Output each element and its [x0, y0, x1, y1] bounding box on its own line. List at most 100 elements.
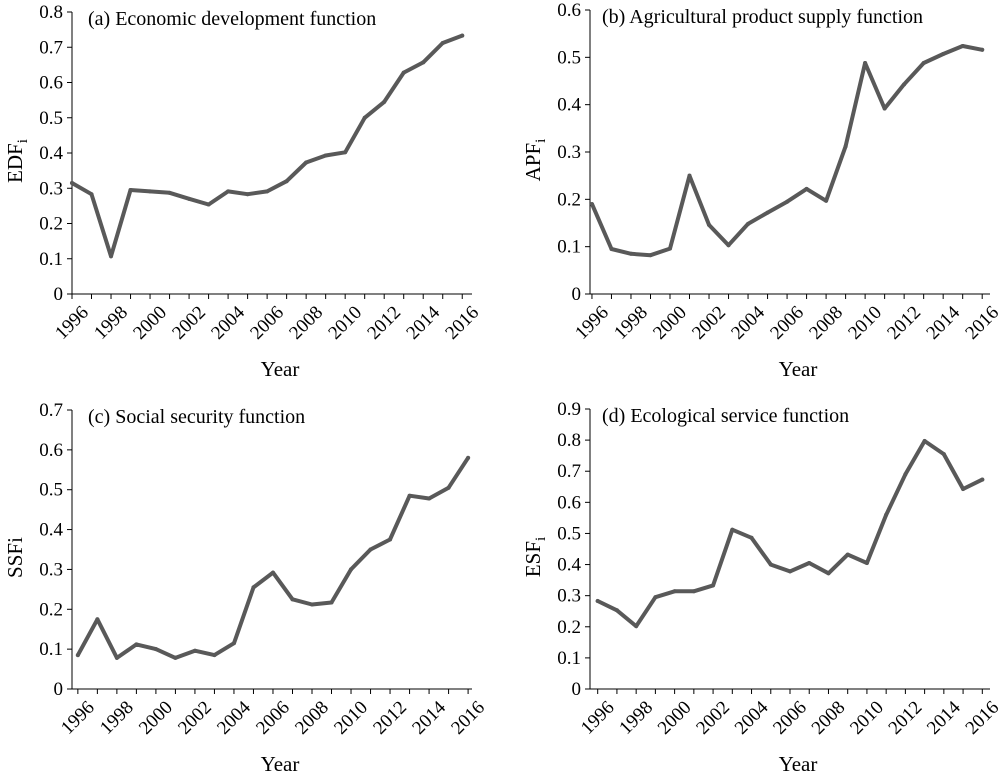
- data-point: [70, 180, 74, 185]
- y-tick-label: 0.1: [39, 639, 63, 660]
- data-point: [807, 561, 812, 565]
- x-tick-label: 2006: [766, 302, 808, 344]
- x-axis-label: Year: [261, 357, 300, 381]
- data-point: [212, 653, 217, 658]
- x-tick-label: 2012: [363, 302, 405, 344]
- x-tick-label: 2010: [324, 302, 366, 344]
- data-point: [941, 452, 946, 457]
- data-point: [941, 52, 946, 57]
- y-axis-label-subscript: i: [533, 139, 549, 143]
- y-axis-label-subscript: i: [533, 537, 549, 541]
- chart-panel-b: 00.10.20.30.40.50.6199619982000200220042…: [521, 0, 1000, 381]
- y-tick-label: 0.2: [557, 189, 581, 210]
- x-tick-label: 2006: [246, 302, 288, 344]
- data-point: [460, 33, 465, 38]
- x-tick-label: 2008: [285, 302, 327, 344]
- x-tick-label: 2016: [447, 697, 489, 739]
- y-tick-label: 0.1: [39, 249, 63, 270]
- y-axis-label-main: EDF: [3, 143, 27, 183]
- y-tick-label: 0.6: [39, 73, 63, 94]
- data-point: [648, 253, 653, 258]
- y-axis-label: ESFi: [521, 537, 549, 577]
- y-tick-label: 0.3: [557, 142, 581, 163]
- x-tick-label: 2008: [808, 697, 850, 739]
- chart-title: (c) Social security function: [88, 406, 305, 428]
- data-point: [668, 246, 672, 251]
- y-tick-label: 0.3: [557, 586, 581, 607]
- series-line: [590, 44, 985, 258]
- data-point: [711, 583, 716, 588]
- chart-title: (a) Economic development function: [88, 8, 376, 30]
- y-tick-label: 0.2: [39, 214, 63, 235]
- x-tick-label: 1998: [615, 697, 657, 739]
- y-tick-label: 0.4: [39, 520, 63, 541]
- data-point: [187, 196, 192, 201]
- x-tick-label: 1998: [90, 302, 132, 344]
- x-tick-label: 2012: [885, 697, 927, 739]
- data-point: [421, 60, 426, 65]
- data-point: [921, 61, 926, 66]
- x-tick-label: 2002: [168, 302, 210, 344]
- data-point: [206, 202, 211, 207]
- data-point: [466, 455, 471, 460]
- data-point: [114, 655, 119, 660]
- data-point: [231, 641, 236, 646]
- data-point: [153, 647, 158, 652]
- x-tick-label: 2016: [962, 697, 1000, 739]
- y-axis-label: APFi: [521, 139, 549, 182]
- data-point: [595, 598, 600, 603]
- x-tick-label: 2004: [727, 302, 769, 344]
- x-tick-label: 2016: [961, 302, 1000, 344]
- data-point: [251, 585, 256, 590]
- y-tick-label: 0: [572, 679, 582, 700]
- data-point: [89, 192, 94, 197]
- x-tick-label: 2000: [135, 697, 177, 739]
- x-tick-label: 2004: [213, 697, 255, 739]
- data-point: [864, 561, 869, 565]
- x-tick-label: 2000: [649, 302, 691, 344]
- x-tick-label: 2012: [883, 302, 925, 344]
- y-tick-label: 0: [54, 284, 64, 305]
- series-line: [75, 455, 471, 660]
- x-tick-label: 2014: [922, 302, 964, 344]
- x-tick-label: 1996: [577, 697, 619, 739]
- y-tick-label: 0.8: [557, 430, 581, 451]
- y-axis-label: SSFi: [3, 537, 27, 578]
- series-line: [70, 33, 465, 259]
- data-point: [672, 589, 677, 594]
- y-tick-label: 0.4: [557, 555, 581, 576]
- y-tick-label: 0.2: [557, 617, 581, 638]
- data-point: [653, 595, 658, 600]
- data-point: [628, 251, 633, 256]
- data-point: [192, 648, 197, 653]
- y-tick-label: 0: [572, 284, 582, 305]
- data-point: [788, 569, 792, 574]
- y-tick-label: 0.4: [39, 143, 63, 164]
- data-point: [765, 210, 770, 215]
- data-point: [265, 189, 270, 194]
- y-tick-label: 0.3: [39, 559, 63, 580]
- data-point: [614, 608, 619, 613]
- data-point: [726, 243, 731, 248]
- chart-panel-a: 00.10.20.30.40.50.60.70.8199619982000200…: [3, 2, 483, 381]
- data-point: [902, 82, 907, 87]
- data-point: [343, 150, 348, 155]
- x-tick-label: 1998: [96, 697, 138, 739]
- x-tick-label: 1996: [51, 302, 93, 344]
- x-tick-label: 2010: [846, 697, 888, 739]
- data-point: [323, 153, 328, 158]
- chart-panel-c: 00.10.20.30.40.50.60.7199619982000200220…: [3, 400, 489, 776]
- y-tick-label: 0.5: [557, 523, 581, 544]
- data-point: [922, 439, 927, 444]
- y-tick-label: 0.5: [39, 108, 63, 129]
- data-point: [730, 527, 735, 532]
- y-tick-label: 0.1: [557, 648, 581, 669]
- x-tick-label: 2004: [207, 302, 249, 344]
- data-point: [304, 160, 309, 165]
- y-tick-label: 0: [54, 679, 64, 700]
- x-tick-label: 2012: [369, 697, 411, 739]
- x-tick-label: 2000: [654, 697, 696, 739]
- data-point: [845, 552, 850, 557]
